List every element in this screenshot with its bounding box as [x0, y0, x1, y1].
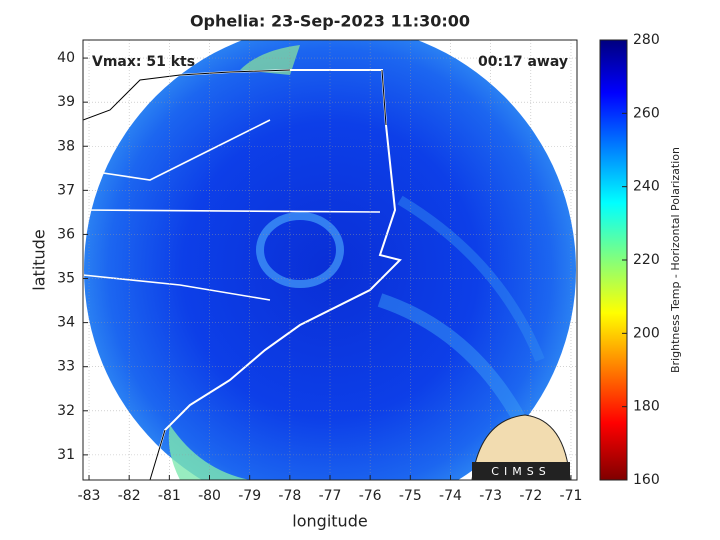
- y-tick-label: 38: [57, 138, 75, 154]
- y-tick-label: 36: [57, 226, 75, 242]
- coastline-land: [83, 69, 387, 480]
- y-tick-label: 34: [57, 315, 75, 331]
- x-tick-label: -76: [359, 488, 382, 504]
- warm-band: [168, 425, 250, 480]
- annotation: 00:17 away: [478, 54, 568, 70]
- logo: CIMSS: [471, 414, 571, 481]
- x-tick-label: -81: [158, 488, 181, 504]
- x-tick-label: -80: [198, 488, 221, 504]
- x-tick-label: -72: [519, 488, 542, 504]
- rain-band: [377, 293, 527, 424]
- colorbar-tick-label: 200: [633, 325, 660, 341]
- logo-text: CIMSS: [491, 465, 550, 478]
- x-tick-label: -78: [278, 488, 301, 504]
- colorbar-tick-label: 180: [633, 399, 660, 415]
- colorbar-tick-label: 160: [633, 472, 660, 488]
- colorbar-label: Brightness Temp - Horizontal Polarizatio…: [669, 147, 682, 373]
- x-tick-label: -79: [238, 488, 261, 504]
- x-tick-label: -77: [319, 488, 342, 504]
- annotation: Vmax: 51 kts: [92, 54, 195, 70]
- x-tick-label: -75: [399, 488, 422, 504]
- colorbar-tick-label: 260: [633, 105, 660, 121]
- y-tick-label: 31: [57, 447, 75, 463]
- colorbar-tick-label: 220: [633, 252, 660, 268]
- y-tick-label: 33: [57, 359, 75, 375]
- x-tick-label: -83: [78, 488, 101, 504]
- y-axis-label: latitude: [30, 229, 49, 290]
- rain-band: [397, 195, 545, 362]
- x-axis-label: longitude: [292, 512, 367, 531]
- borders: [83, 119, 381, 301]
- grid: [83, 40, 577, 480]
- x-tick-label: -74: [439, 488, 462, 504]
- colorbar-tick-label: 240: [633, 179, 660, 195]
- x-tick-label: -82: [118, 488, 141, 504]
- y-tick-label: 37: [57, 182, 75, 198]
- logo-bar: [472, 462, 570, 480]
- colorbar-tick-label: 280: [633, 32, 660, 48]
- warm-band: [240, 45, 300, 75]
- eyewall: [256, 212, 344, 288]
- y-tick-label: 32: [57, 403, 75, 419]
- x-tick-label: -73: [479, 488, 502, 504]
- y-tick-label: 40: [57, 50, 75, 66]
- x-tick-label: -71: [560, 488, 583, 504]
- y-tick-label: 35: [57, 271, 75, 287]
- chart-title: Ophelia: 23-Sep-2023 11:30:00: [190, 12, 470, 31]
- y-tick-label: 39: [57, 94, 75, 110]
